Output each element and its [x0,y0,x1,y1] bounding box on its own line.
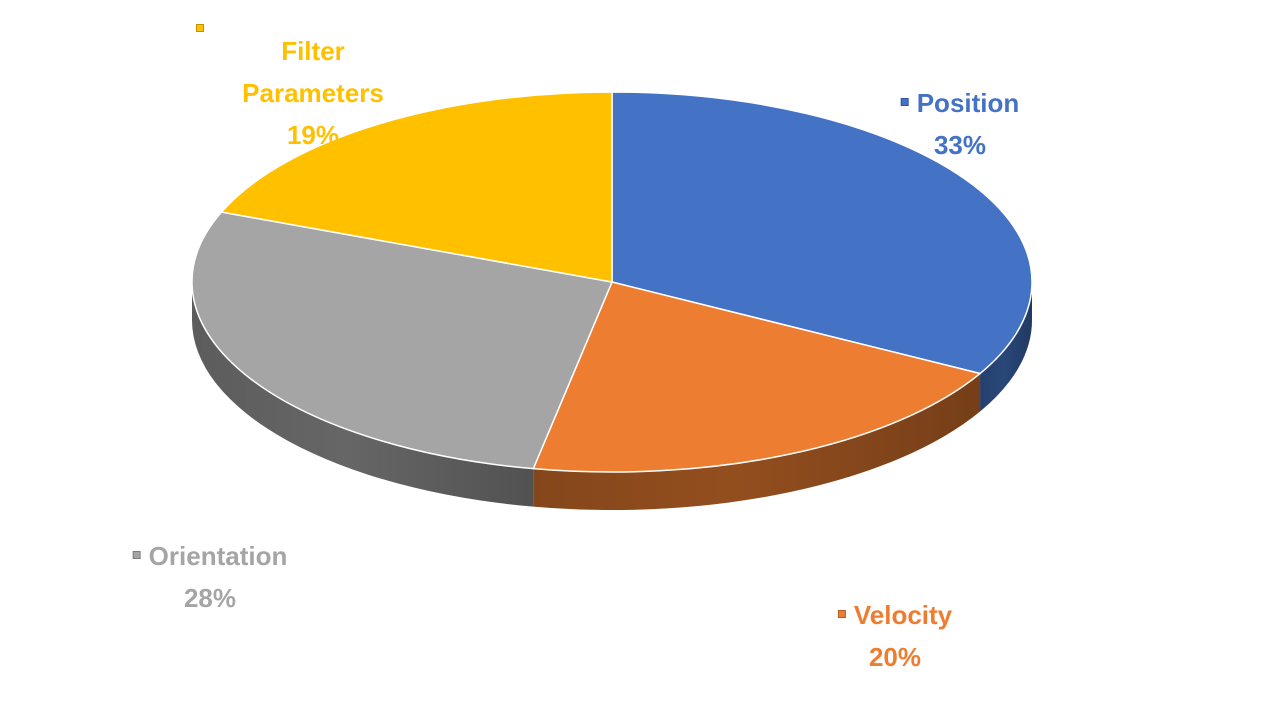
pie-top-faces [191,91,1033,473]
slice-value-filter-parameters: 19% [286,120,340,150]
slice-name-filter-parameters: Filter Parameters [242,36,384,108]
pie-side-shade-velocity [533,373,981,511]
legend-key-filter-parameters [196,24,204,32]
pie-slice-orientation [191,211,613,470]
pie-side-walls [192,282,1032,511]
slice-label-position: Position 33% [900,82,1020,166]
slice-label-filter-parameters: Filter Parameters 19% [196,24,408,156]
slice-label-velocity: Velocity 20% [837,594,953,678]
pie-side-shade-orientation [192,282,534,507]
legend-key-orientation [132,551,141,559]
slice-name-orientation: Orientation [148,541,288,571]
slice-name-velocity: Velocity [853,600,953,630]
pie-slice-position [611,91,1033,375]
pie-side-shade-position [980,282,1032,412]
slice-value-velocity: 20% [868,642,922,672]
pie-slice-filter-parameters [220,91,613,283]
slice-value-position: 33% [933,130,987,160]
slice-name-position: Position [916,88,1020,118]
legend-key-velocity [837,610,846,618]
slice-value-orientation: 28% [183,583,237,613]
slice-label-orientation: Orientation 28% [132,535,288,619]
pie-slice-velocity [532,281,981,473]
legend-key-position [900,98,909,106]
